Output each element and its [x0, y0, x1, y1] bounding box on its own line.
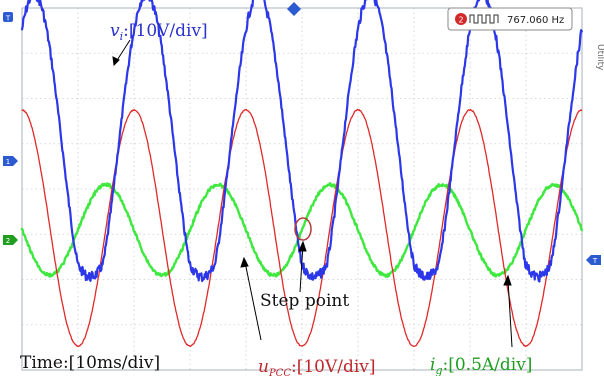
vi-label: vi:[10V/div] — [110, 21, 208, 43]
svg-text:1: 1 — [6, 158, 10, 166]
square-wave-icon — [469, 14, 499, 24]
step-point-circle — [294, 217, 312, 241]
step-arrowhead — [298, 240, 307, 252]
trigger-position-marker[interactable] — [287, 2, 301, 16]
time-scale-label: Time:[10ms/div] — [20, 353, 160, 373]
step-arrow — [299, 244, 304, 293]
ig-arrowhead — [503, 274, 512, 286]
channel-badge — [455, 13, 467, 25]
ig-label: ig:[0.5A/div] — [430, 355, 532, 376]
screen-frame — [21, 7, 583, 371]
ch1-offset-marker[interactable]: 1 — [3, 156, 18, 166]
upcc-arrow — [244, 261, 262, 341]
annotation-arrows — [112, 39, 513, 348]
trigger-level-marker-right[interactable]: T — [586, 255, 601, 265]
trace-ig — [20, 182, 583, 278]
vi-arrowhead — [112, 56, 120, 67]
svg-text:2: 2 — [458, 16, 463, 25]
ch2-offset-marker[interactable]: 2 — [3, 235, 18, 245]
utility-tab[interactable]: Utility — [595, 44, 604, 71]
trigger-marker-top-left[interactable]: T — [3, 12, 13, 23]
svg-text:T: T — [5, 15, 11, 23]
svg-text:T: T — [592, 257, 598, 265]
svg-text:2: 2 — [6, 237, 10, 245]
step-point-label: Step point — [260, 291, 349, 311]
frequency-value: 767.060 Hz — [507, 15, 564, 26]
graticule — [22, 8, 582, 370]
upcc-label: uPCC:[10V/div] — [258, 357, 376, 376]
upcc-arrowhead — [240, 256, 249, 268]
frequency-readout: 2 767.060 Hz — [447, 7, 573, 31]
ig-arrow — [507, 279, 513, 348]
